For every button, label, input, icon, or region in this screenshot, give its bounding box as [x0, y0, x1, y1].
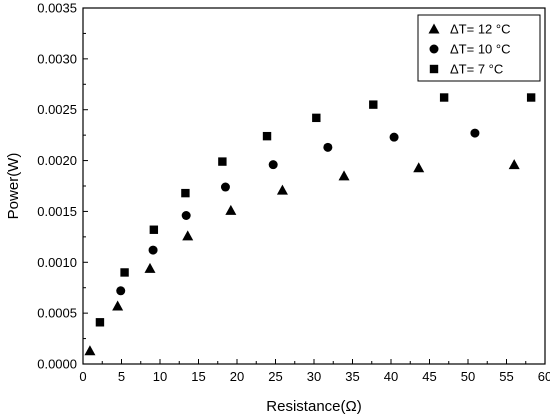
data-points: [84, 93, 535, 355]
data-point-circle: [221, 183, 230, 192]
data-point-triangle: [112, 301, 123, 311]
data-point-triangle: [509, 159, 520, 169]
y-axis: 0.0000 0.0005 0.0010 0.0015 0.0020 0.0025 0.00…: [37, 1, 88, 372]
data-point-circle: [269, 160, 278, 169]
y-tick-label: 0.0020: [37, 153, 77, 168]
data-point-square: [369, 100, 377, 108]
series-square: [96, 93, 536, 326]
data-point-square: [312, 114, 320, 122]
data-point-square: [440, 93, 448, 101]
legend-marker-square: [430, 65, 438, 73]
legend: ΔT= 12 °C ΔT= 10 °C ΔT= 7 °C: [418, 15, 540, 81]
y-tick-label: 0.0035: [37, 1, 77, 16]
x-axis-title: Resistance(Ω): [266, 398, 361, 415]
x-tick-label: 15: [191, 369, 205, 384]
data-point-triangle: [277, 185, 288, 195]
legend-label: ΔT= 10 °C: [450, 42, 511, 57]
x-tick-label: 25: [268, 369, 282, 384]
data-point-square: [96, 318, 104, 326]
data-point-circle: [323, 143, 332, 152]
x-tick-label: 20: [230, 369, 244, 384]
data-point-triangle: [413, 162, 424, 172]
x-axis: 0 5 10 15 20 25 30 35 40 45 50 55 60: [79, 359, 550, 384]
legend-label: ΔT= 12 °C: [450, 22, 511, 37]
y-axis-title: Power(W): [5, 153, 22, 220]
x-tick-label: 35: [345, 369, 359, 384]
x-tick-label: 0: [79, 369, 86, 384]
data-point-square: [120, 268, 128, 276]
y-tick-label: 0.0005: [37, 306, 77, 321]
y-tick-label: 0.0015: [37, 204, 77, 219]
x-tick-label: 50: [461, 369, 475, 384]
legend-label: ΔT= 7 °C: [450, 62, 503, 77]
series-circle: [116, 129, 479, 296]
data-point-square: [218, 157, 226, 165]
x-tick-label: 55: [499, 369, 513, 384]
data-point-square: [181, 189, 189, 197]
x-tick-label: 30: [307, 369, 321, 384]
x-tick-label: 10: [153, 369, 167, 384]
legend-marker-circle: [430, 45, 439, 54]
data-point-circle: [182, 211, 191, 220]
data-point-triangle: [182, 230, 193, 240]
data-point-triangle: [225, 205, 236, 215]
data-point-circle: [149, 246, 158, 255]
data-point-triangle: [144, 263, 155, 273]
data-point-circle: [116, 286, 125, 295]
series-triangle: [84, 159, 519, 355]
y-tick-label: 0.0000: [37, 357, 77, 372]
y-tick-label: 0.0025: [37, 102, 77, 117]
data-point-square: [527, 93, 535, 101]
data-point-triangle: [84, 345, 95, 355]
x-tick-label: 45: [422, 369, 436, 384]
data-point-square: [150, 226, 158, 234]
x-tick-label: 60: [538, 369, 550, 384]
x-tick-label: 5: [118, 369, 125, 384]
y-tick-label: 0.0010: [37, 255, 77, 270]
y-tick-label: 0.0030: [37, 51, 77, 66]
data-point-circle: [470, 129, 479, 138]
data-point-circle: [390, 133, 399, 142]
data-point-square: [263, 132, 271, 140]
x-tick-label: 40: [384, 369, 398, 384]
data-point-triangle: [339, 170, 350, 180]
